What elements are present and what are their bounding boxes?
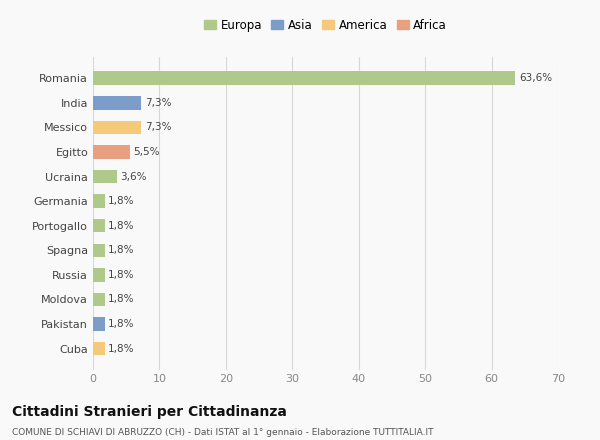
Text: 1,8%: 1,8% [108, 196, 135, 206]
Text: 7,3%: 7,3% [145, 98, 172, 108]
Text: 1,8%: 1,8% [108, 245, 135, 255]
Bar [93, 121, 142, 134]
Text: 63,6%: 63,6% [519, 73, 552, 83]
Text: COMUNE DI SCHIAVI DI ABRUZZO (CH) - Dati ISTAT al 1° gennaio - Elaborazione TUTT: COMUNE DI SCHIAVI DI ABRUZZO (CH) - Dati… [12, 428, 433, 437]
Text: 5,5%: 5,5% [133, 147, 160, 157]
Bar [93, 243, 105, 257]
Text: 1,8%: 1,8% [108, 270, 135, 280]
Bar [93, 170, 117, 183]
Bar [93, 71, 515, 85]
Bar [93, 342, 105, 356]
Bar [93, 293, 105, 306]
Text: 1,8%: 1,8% [108, 319, 135, 329]
Text: Cittadini Stranieri per Cittadinanza: Cittadini Stranieri per Cittadinanza [12, 405, 287, 419]
Text: 1,8%: 1,8% [108, 221, 135, 231]
Text: 1,8%: 1,8% [108, 294, 135, 304]
Bar [93, 268, 105, 282]
Bar [93, 317, 105, 331]
Bar [93, 96, 142, 110]
Text: 1,8%: 1,8% [108, 344, 135, 354]
Text: 7,3%: 7,3% [145, 122, 172, 132]
Legend: Europa, Asia, America, Africa: Europa, Asia, America, Africa [202, 16, 449, 34]
Bar [93, 145, 130, 159]
Bar [93, 219, 105, 232]
Text: 3,6%: 3,6% [120, 172, 147, 182]
Bar [93, 194, 105, 208]
